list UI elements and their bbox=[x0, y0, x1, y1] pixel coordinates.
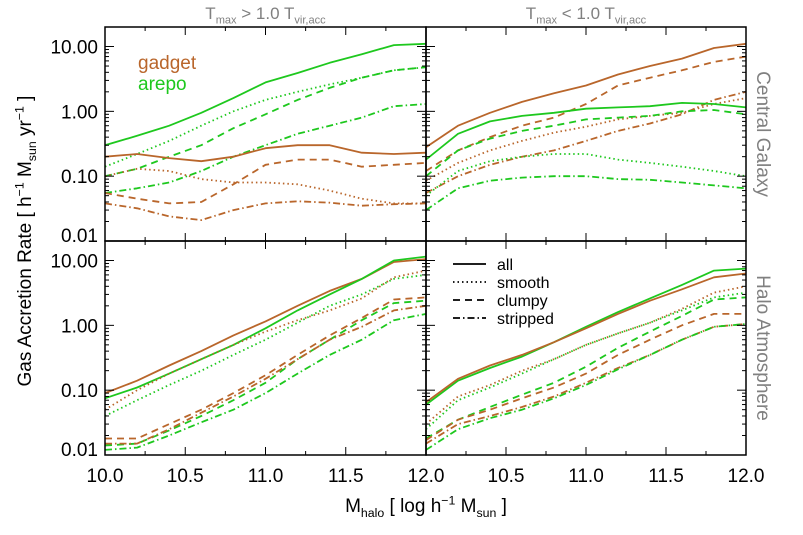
column-title: Tmax​ < 1.0 Tvir,acc​ bbox=[526, 4, 647, 26]
superscript: −1 bbox=[12, 182, 26, 196]
axes-layer bbox=[104, 26, 747, 456]
series-gadget-stripped bbox=[426, 90, 746, 194]
series-arepo-all bbox=[426, 102, 746, 161]
subscript: sun bbox=[25, 141, 39, 161]
x-tick-label: 11.0 bbox=[248, 466, 284, 487]
row-label: Central Galaxy bbox=[752, 71, 773, 197]
series-gadget-stripped bbox=[105, 304, 426, 445]
legend-gadget: gadget bbox=[138, 53, 197, 74]
y-tick-label: 1.00 bbox=[61, 102, 98, 123]
series-gadget-smooth bbox=[105, 269, 426, 411]
legend-arepo: arepo bbox=[138, 74, 187, 95]
y-tick-label: 0.10 bbox=[61, 167, 98, 188]
y-tick-label: 0.10 bbox=[61, 381, 98, 402]
series-arepo-all bbox=[105, 255, 426, 400]
series-gadget-stripped bbox=[426, 323, 746, 445]
panel-central-galaxy-col0 bbox=[105, 42, 426, 222]
labels-layer: 10.00 1.00 0.10 0.01 10.00 1.00 0.10 0.01 10.0 10… bbox=[12, 4, 773, 520]
subscript: vir,acc bbox=[615, 14, 647, 26]
x-tick-label: 10.5 bbox=[167, 466, 204, 487]
series-gadget-all bbox=[426, 42, 746, 148]
series-gadget-smooth bbox=[426, 285, 746, 425]
series-arepo-stripped bbox=[105, 103, 426, 194]
superscript: −1 bbox=[12, 106, 26, 120]
y-axis-label: Gas Accretion Rate [ h−1​ Msun​ yr−1​ ] bbox=[12, 96, 38, 387]
series-arepo-smooth bbox=[426, 153, 746, 197]
y-tick-label: 0.01 bbox=[61, 440, 98, 461]
series-gadget-clumpy bbox=[426, 312, 746, 441]
panel-central-galaxy-col1 bbox=[426, 42, 746, 211]
x-tick-label: 10.5 bbox=[488, 466, 525, 487]
subscript: halo bbox=[361, 506, 384, 520]
column-title: Tmax​ > 1.0 Tvir,acc​ bbox=[205, 4, 326, 26]
panel-halo-atmosphere-col0 bbox=[105, 255, 426, 451]
series-gadget-all bbox=[105, 258, 426, 394]
subscript: max bbox=[216, 14, 237, 26]
series-arepo-clumpy bbox=[426, 296, 746, 440]
series-arepo-all bbox=[426, 267, 746, 406]
series-gadget-stripped bbox=[105, 200, 426, 222]
text-part: yr bbox=[15, 120, 36, 142]
superscript: −1 bbox=[441, 493, 455, 507]
series-arepo-smooth bbox=[105, 274, 426, 417]
y-tick-label: 1.00 bbox=[61, 316, 98, 337]
series-gadget-clumpy bbox=[105, 296, 426, 440]
series-gadget-clumpy bbox=[105, 158, 426, 205]
legend-label-smooth: smooth bbox=[497, 275, 549, 292]
panel-frame bbox=[425, 240, 747, 456]
series-gadget-smooth bbox=[105, 167, 426, 205]
text-part: [ log h bbox=[384, 496, 441, 517]
x-tick-label: 10.0 bbox=[87, 466, 124, 487]
text-part: > 1.0 T bbox=[237, 4, 295, 23]
series-arepo-stripped bbox=[426, 175, 746, 211]
y-tick-label: 10.00 bbox=[50, 38, 98, 59]
text-part: Gas Accretion Rate [ h bbox=[15, 196, 36, 386]
subscript: max bbox=[536, 14, 557, 26]
panel-frame bbox=[425, 26, 747, 242]
panel-frame bbox=[104, 240, 427, 456]
x-tick-label: 11.5 bbox=[648, 466, 684, 487]
series-arepo-clumpy bbox=[105, 299, 426, 447]
legend-label-all: all bbox=[497, 257, 513, 274]
text-part: M bbox=[345, 496, 361, 517]
panel-halo-atmosphere-col1 bbox=[426, 267, 746, 451]
series-arepo-smooth bbox=[105, 66, 426, 168]
series-arepo-smooth bbox=[426, 291, 746, 430]
series-arepo-stripped bbox=[426, 323, 746, 451]
text-part: < 1.0 T bbox=[557, 4, 615, 23]
series-arepo-all bbox=[105, 42, 426, 147]
text-part: T bbox=[205, 4, 215, 23]
x-tick-label: 12.0 bbox=[408, 466, 445, 487]
x-tick-label: 11.5 bbox=[328, 466, 364, 487]
series-arepo-stripped bbox=[105, 313, 426, 451]
series-arepo-clumpy bbox=[105, 66, 426, 178]
x-axis-label: Mhalo​ [ log h−1​ Msun​ ] bbox=[345, 493, 507, 519]
text-part: ] bbox=[496, 496, 507, 517]
text-part: T bbox=[526, 4, 536, 23]
text-part: M bbox=[455, 496, 476, 517]
subscript: vir,acc bbox=[294, 14, 326, 26]
y-tick-label: 10.00 bbox=[50, 252, 98, 273]
series-gadget-clumpy bbox=[426, 55, 746, 172]
series-gadget-all bbox=[105, 144, 426, 163]
series-gadget-smooth bbox=[426, 97, 746, 182]
subscript: sun bbox=[476, 506, 496, 520]
legend-label-clumpy: clumpy bbox=[497, 293, 548, 310]
x-tick-label: 12.0 bbox=[728, 466, 765, 487]
curves-layer bbox=[105, 42, 746, 451]
row-label: Halo Atmosphere bbox=[752, 275, 773, 421]
x-tick-label: 11.0 bbox=[568, 466, 604, 487]
legend-label-stripped: stripped bbox=[497, 311, 554, 328]
y-tick-label: 0.01 bbox=[61, 226, 98, 247]
series-arepo-clumpy bbox=[426, 109, 746, 177]
text-part: M bbox=[15, 161, 36, 182]
text-part: ] bbox=[15, 96, 36, 107]
series-gadget-all bbox=[426, 272, 746, 404]
